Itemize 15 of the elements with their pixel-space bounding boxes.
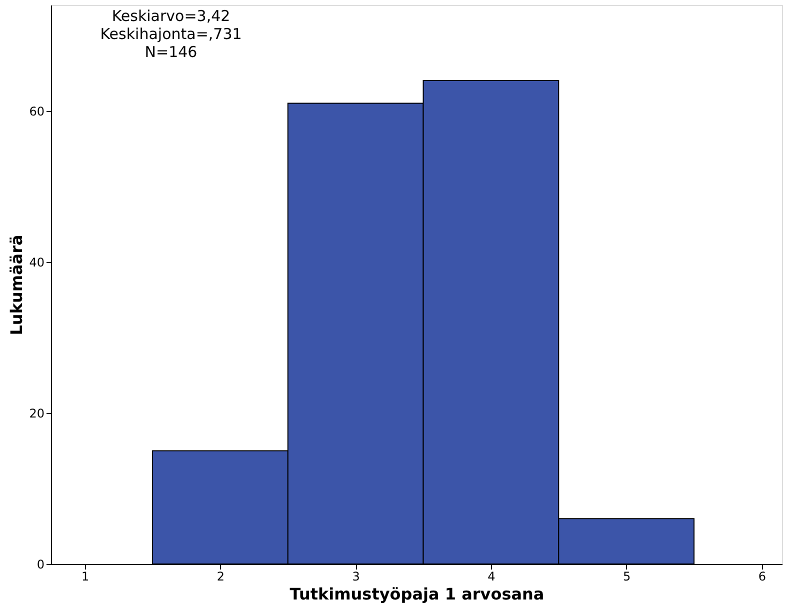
y-tick-label: 60 [29,104,44,118]
x-tick-label: 5 [623,570,631,584]
x-tick-label: 2 [216,570,225,584]
x-tick-label: 6 [758,570,766,584]
y-tick-label: 40 [29,255,44,270]
y-tick-label: 0 [36,558,44,572]
x-tick-label: 4 [488,570,496,584]
x-axis-title: Tutkimustyöpaja 1 arvosana [290,584,544,604]
x-tick-label: 1 [82,570,90,584]
annotation: N=146 [144,43,198,61]
x-tick-label: 3 [352,570,360,584]
annotation: Keskiarvo=3,42 [112,7,230,25]
y-tick-label: 20 [29,406,44,420]
y-axis-title: Lukumäärä [7,234,26,336]
annotation: Keskihajonta=,731 [100,25,242,43]
